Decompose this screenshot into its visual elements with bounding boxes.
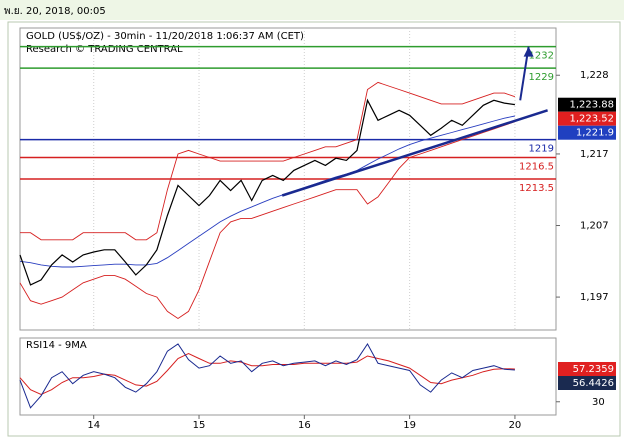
header-date: พ.ย. 20, 2018, 00:05 [4,6,106,17]
x-tick-label: 19 [403,420,416,431]
header-bar [0,0,624,20]
level-label: 1219 [529,144,554,155]
rsi-series [19,343,515,409]
chart-title: GOLD (US$/OZ) - 30min - 11/20/2018 1:06:… [26,31,304,42]
value-box [558,361,616,376]
chart-subtitle: Research © TRADING CENTRAL [26,44,183,55]
price-series [19,121,516,320]
price-series [20,81,516,241]
y-tick-label: 1,207 [580,221,609,232]
value-box-label: 56.4426 [573,378,614,389]
rsi-y-tick-label: 30 [592,397,605,408]
trendline [281,109,548,197]
value-box [558,125,616,140]
value-box-label: 1,223.52 [569,114,614,125]
y-tick-label: 1,228 [580,70,609,81]
x-tick-label: 15 [193,420,206,431]
rsi-series [19,353,515,396]
rsi-panel [19,337,557,416]
value-box [558,97,616,112]
y-tick-label: 1,217 [580,149,609,160]
rsi-title: RSI14 - 9MA [26,340,87,351]
y-tick-label: 1,197 [580,292,609,303]
level-label: 1213.5 [519,183,554,194]
x-tick-label: 16 [298,420,311,431]
value-box-label: 57.2359 [573,364,614,375]
x-tick-label: 20 [509,420,522,431]
level-label: 1232 [529,51,554,62]
value-box [558,375,616,390]
value-box-label: 1,221.9 [576,128,614,139]
arrow-head [523,46,534,57]
price-series [19,98,515,286]
level-label: 1229 [529,72,554,83]
value-box [558,111,616,126]
x-tick-label: 14 [87,420,100,431]
value-box-label: 1,223.88 [569,100,614,111]
level-label: 1216.5 [519,162,554,173]
price-series [19,115,515,268]
